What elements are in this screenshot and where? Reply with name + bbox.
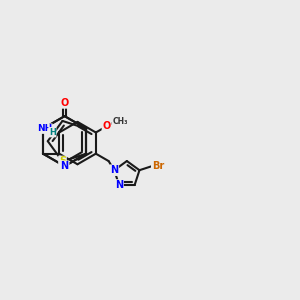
Text: O: O	[102, 121, 111, 131]
Text: Br: Br	[152, 160, 164, 171]
Text: H: H	[49, 128, 56, 137]
Text: N: N	[110, 165, 118, 175]
Text: N: N	[115, 180, 123, 190]
Text: NH: NH	[37, 124, 52, 133]
Text: O: O	[61, 98, 69, 108]
Text: CH₃: CH₃	[112, 117, 128, 126]
Text: N: N	[61, 161, 69, 171]
Text: S: S	[59, 156, 66, 167]
